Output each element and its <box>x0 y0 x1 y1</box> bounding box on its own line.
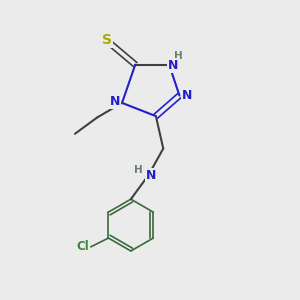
Text: S: S <box>102 33 112 46</box>
Text: N: N <box>146 169 156 182</box>
Text: N: N <box>168 59 179 72</box>
Text: N: N <box>110 95 120 108</box>
Text: H: H <box>174 51 182 62</box>
Text: H: H <box>134 165 142 175</box>
Text: Cl: Cl <box>76 240 89 254</box>
Text: N: N <box>182 89 192 102</box>
